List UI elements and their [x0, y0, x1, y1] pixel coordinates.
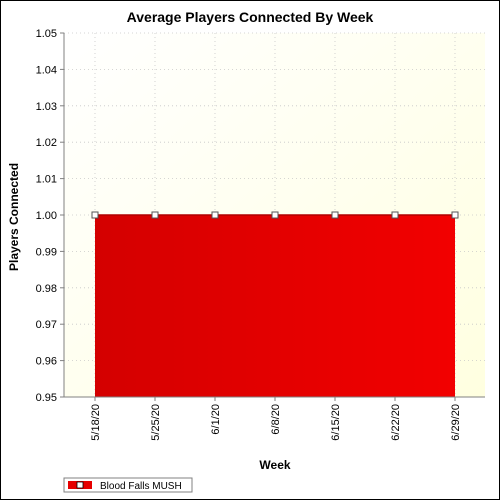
- x-tick-label: 5/18/20: [90, 404, 102, 441]
- data-point: [91, 211, 99, 219]
- y-axis-ticks: 0.95 0.96 0.97 0.98 0.99 1.00 1.01 1.02 1.03 1.04…: [36, 28, 64, 404]
- data-point: [331, 211, 339, 219]
- x-tick-label: 6/8/20: [270, 404, 282, 435]
- y-tick-label: 0.99: [36, 246, 57, 258]
- x-tick-label: 6/29/20: [450, 404, 462, 441]
- data-point: [451, 211, 459, 219]
- series-area-fill: [95, 215, 455, 397]
- y-axis-title: Players Connected: [7, 163, 21, 271]
- x-tick-label: 6/22/20: [390, 404, 402, 441]
- x-axis-ticks: 5/18/20 5/25/20 6/1/20 6/8/20 6/15/20 6/22/20…: [90, 397, 462, 441]
- x-tick-label: 6/1/20: [210, 404, 222, 435]
- series-area: [95, 214, 455, 397]
- y-tick-label: 1.01: [36, 174, 57, 186]
- grid-lines: [64, 32, 485, 398]
- y-tick-label: 0.97: [36, 319, 57, 331]
- y-tick-label: 1.02: [36, 137, 57, 149]
- y-tick-label: 0.95: [36, 392, 57, 404]
- legend-box: [63, 477, 193, 493]
- y-tick-label: 0.98: [36, 283, 57, 295]
- data-point: [391, 211, 399, 219]
- x-tick-label: 6/15/20: [330, 404, 342, 441]
- legend-label: Blood Falls MUSH: [100, 481, 182, 492]
- x-axis-title: Week: [259, 458, 290, 472]
- y-tick-label: 1.03: [36, 101, 57, 113]
- y-tick-label: 1.04: [36, 64, 57, 76]
- data-point: [151, 211, 159, 219]
- legend-marker: [76, 481, 84, 489]
- y-tick-label: 0.96: [36, 356, 57, 368]
- data-point: [211, 211, 219, 219]
- data-point: [271, 211, 279, 219]
- x-tick-label: 5/25/20: [150, 404, 162, 441]
- data-points: [91, 211, 459, 219]
- legend: Blood Falls MUSH: [63, 477, 193, 493]
- y-tick-label: 1.05: [36, 28, 57, 40]
- chart-title: Average Players Connected By Week: [127, 9, 374, 25]
- y-tick-label: 1.00: [36, 210, 57, 222]
